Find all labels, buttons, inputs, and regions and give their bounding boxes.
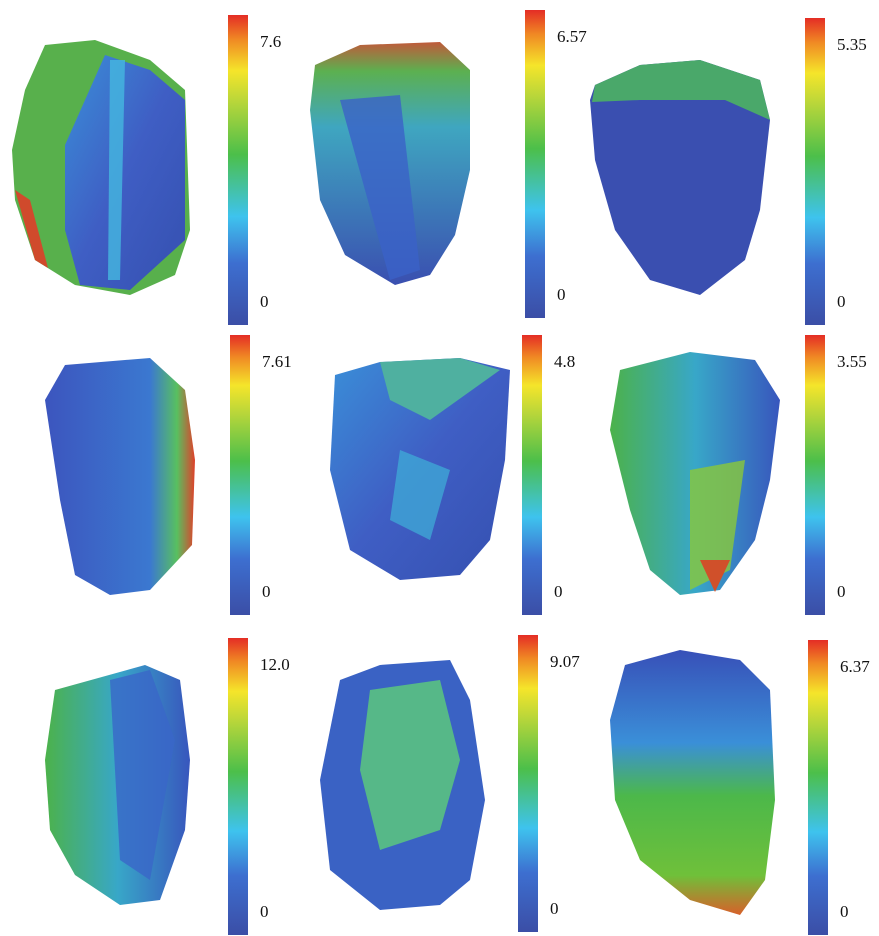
mesh bbox=[610, 650, 775, 915]
colorbar-min-label: 0 bbox=[260, 902, 269, 921]
mesh bbox=[45, 358, 195, 595]
colorbar-max-label: 5.35 bbox=[837, 35, 867, 54]
colorbar-min-label: 0 bbox=[557, 285, 566, 304]
colorbar-min-label: 0 bbox=[550, 899, 559, 918]
colorbar-max-label: 12.0 bbox=[260, 655, 290, 674]
colorbar bbox=[805, 335, 825, 615]
colorbar-min-label: 0 bbox=[554, 582, 563, 601]
mesh bbox=[590, 60, 770, 295]
mesh bbox=[320, 660, 485, 910]
figure: 7.6 0 6.57 0 5.35 0 7.61 0 4.8 0 3.55 0 12.0 0 9.07 0 6.… bbox=[0, 0, 879, 936]
colorbar bbox=[518, 635, 538, 932]
colorbar bbox=[808, 640, 828, 935]
mesh bbox=[12, 40, 190, 295]
colorbar-min-label: 0 bbox=[260, 292, 269, 311]
colorbar bbox=[230, 335, 250, 615]
colorbar-min-label: 0 bbox=[840, 902, 849, 921]
colorbar-max-label: 7.6 bbox=[260, 32, 281, 51]
colorbar-max-label: 4.8 bbox=[554, 352, 575, 371]
colorbar bbox=[228, 638, 248, 935]
colorbar bbox=[805, 18, 825, 325]
colorbar bbox=[522, 335, 542, 615]
colorbar-max-label: 6.57 bbox=[557, 27, 587, 46]
colorbar bbox=[228, 15, 248, 325]
colorbar bbox=[525, 10, 545, 318]
mesh bbox=[310, 42, 470, 285]
colorbar-max-label: 3.55 bbox=[837, 352, 867, 371]
mesh bbox=[330, 358, 510, 580]
colorbar-max-label: 9.07 bbox=[550, 652, 580, 671]
colorbar-min-label: 0 bbox=[837, 292, 846, 311]
mesh bbox=[45, 665, 190, 905]
colorbar-max-label: 7.61 bbox=[262, 352, 292, 371]
colorbar-max-label: 6.37 bbox=[840, 657, 870, 676]
colorbar-min-label: 0 bbox=[837, 582, 846, 601]
mesh bbox=[610, 352, 780, 595]
colorbar-min-label: 0 bbox=[262, 582, 271, 601]
